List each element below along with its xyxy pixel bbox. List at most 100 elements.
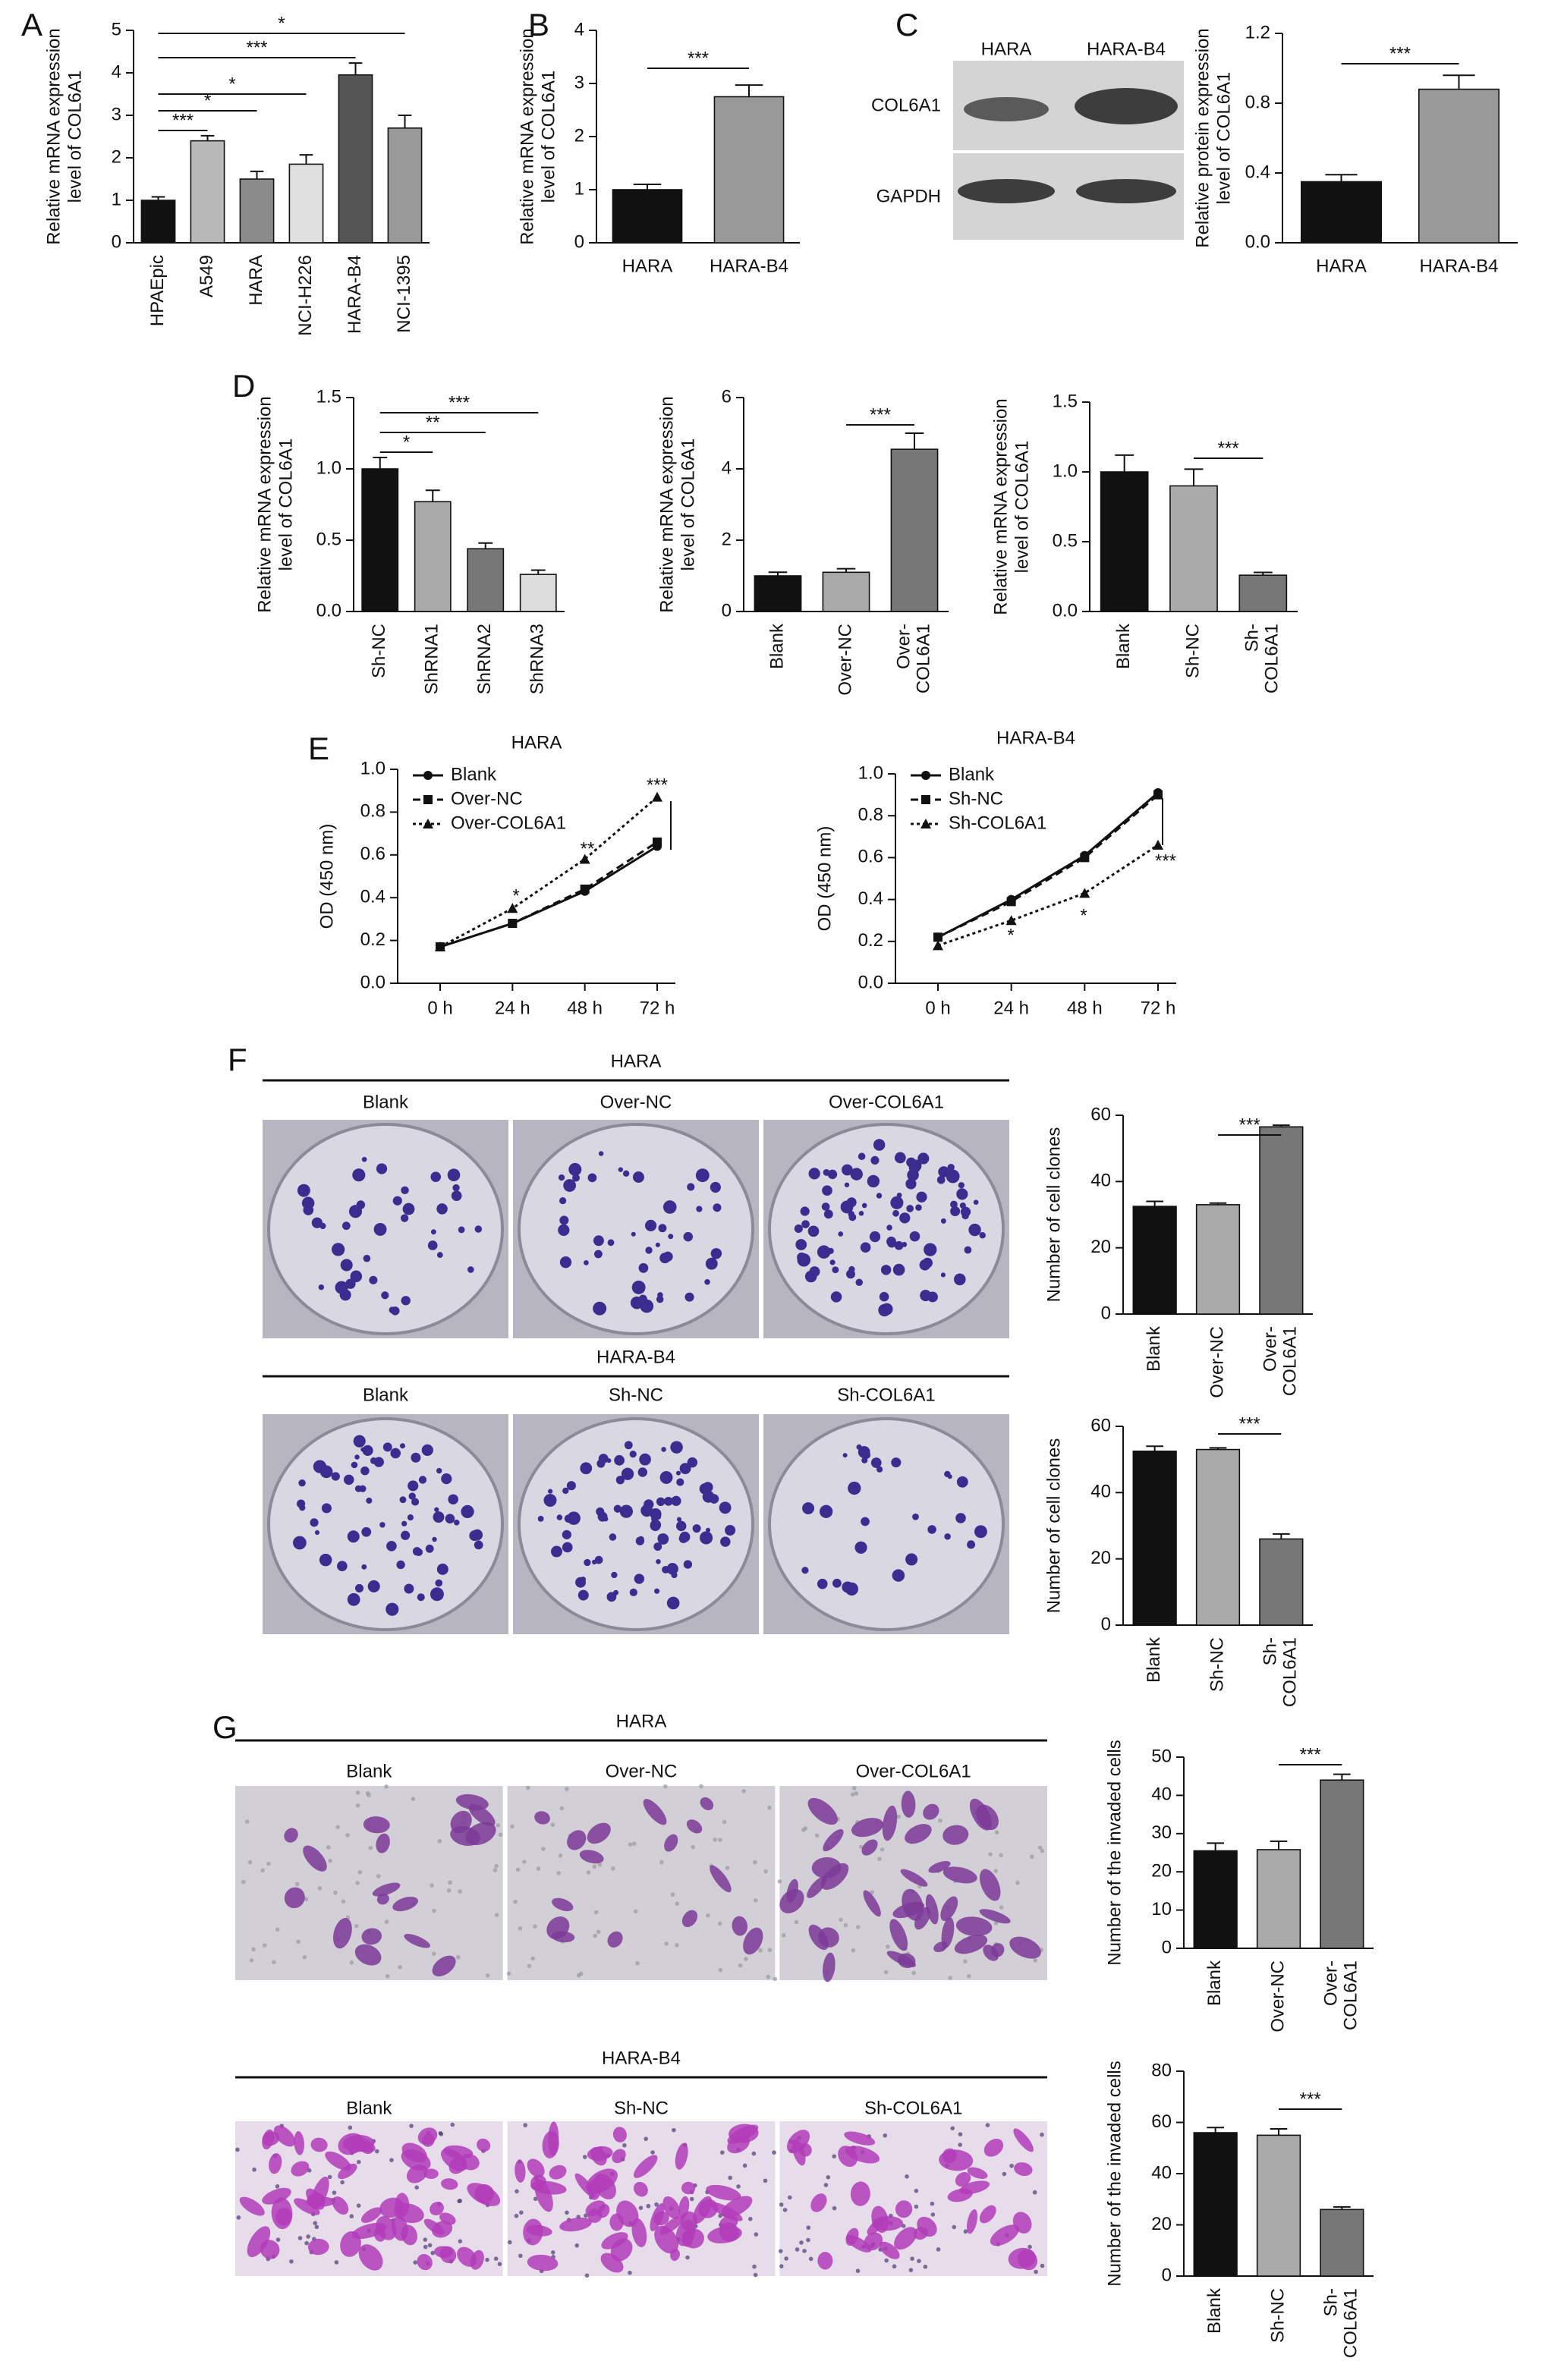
pore [355,1791,360,1795]
legend-marker [423,771,433,780]
pore [773,1976,778,1982]
colony [354,1583,364,1592]
pore [633,1909,638,1914]
y-tick-label: 2 [112,146,121,167]
x-tick-label: Blank [1113,623,1134,669]
error-bar [1184,468,1204,486]
pore [1040,2263,1045,2268]
y-tick-label: 1.0 [1053,461,1078,481]
colony [664,1496,673,1506]
colony [860,1242,871,1253]
y-tick-label: 0.2 [858,930,883,951]
colony [436,1563,448,1575]
colony [854,1541,867,1554]
pore [808,2256,813,2262]
pore [966,1974,971,1979]
colony [858,1445,870,1458]
y-axis-label: Number of cell clones [1043,1438,1064,1614]
pore [777,1879,782,1884]
colony [645,1219,657,1231]
colony [915,1204,922,1211]
colony [886,1236,897,1247]
pore [275,1927,280,1932]
colony [619,1504,634,1518]
colony [453,1520,460,1526]
colony [797,1252,807,1262]
cell [721,2196,753,2218]
x-tick-label: COL6A1 [1341,2288,1361,2358]
cell [376,1893,389,1905]
cell [925,1894,939,1925]
colony [408,1480,419,1492]
colony [321,1503,332,1514]
colony [451,1190,462,1201]
significance-label: * [1007,925,1014,945]
pore [1037,1845,1043,1850]
cell [990,2224,1019,2246]
pore [788,2195,792,2200]
cell [900,1869,928,1887]
cell [291,2161,310,2177]
pore [314,2224,319,2230]
colony [563,1179,577,1192]
error-bar [1253,571,1273,576]
cell [354,1944,382,1966]
pore [999,1905,1004,1910]
colony [662,1200,677,1214]
legend-marker [921,771,930,780]
pore [431,1951,436,1956]
y-tick-label: 1.0 [316,457,341,478]
colony [870,1457,882,1468]
pore [663,1784,668,1789]
colony [876,1193,883,1199]
cell [515,2159,526,2183]
x-tick-label: Sh-NC [1267,2288,1288,2343]
colony [296,1499,306,1508]
error-bar [1270,1840,1288,1850]
error-bar [633,184,662,190]
series-line [439,841,658,948]
significance-label: *** [246,37,267,58]
colony [861,1203,867,1209]
pore [795,2247,800,2252]
pore [883,2133,888,2138]
pore [593,1910,599,1915]
panel-label: A [21,7,42,42]
colony [657,1533,666,1542]
cell [1014,2162,1033,2177]
pore [744,1957,748,1961]
pore [994,1830,999,1835]
colony [848,1210,855,1218]
colony [341,1221,351,1231]
colony [676,1517,682,1522]
error-bar [250,170,264,179]
colony [679,1463,691,1475]
colony [848,1271,854,1277]
colony [876,1466,883,1473]
pore [294,1882,300,1887]
pore [784,2256,788,2261]
colony [725,1524,736,1536]
colony [430,1171,442,1182]
pore [385,1973,390,1979]
colony [354,1485,362,1492]
colony [827,1247,834,1254]
colony [430,1587,444,1602]
pore [334,2260,339,2265]
y-tick-label: 0.6 [360,844,386,864]
cell [325,2151,351,2171]
photo-group-title: HARA [616,1711,667,1731]
colony [598,1151,604,1156]
colony [461,1504,474,1519]
bar [1195,1204,1241,1315]
bar [1259,1538,1304,1626]
significance-label: *** [1300,1744,1321,1765]
cell [432,2221,453,2238]
cell [587,1822,611,1844]
colony [392,1196,402,1206]
colony [651,1516,657,1523]
pore [492,1868,498,1872]
pore [515,1867,521,1872]
colony [575,1577,586,1588]
colony [848,1481,861,1495]
